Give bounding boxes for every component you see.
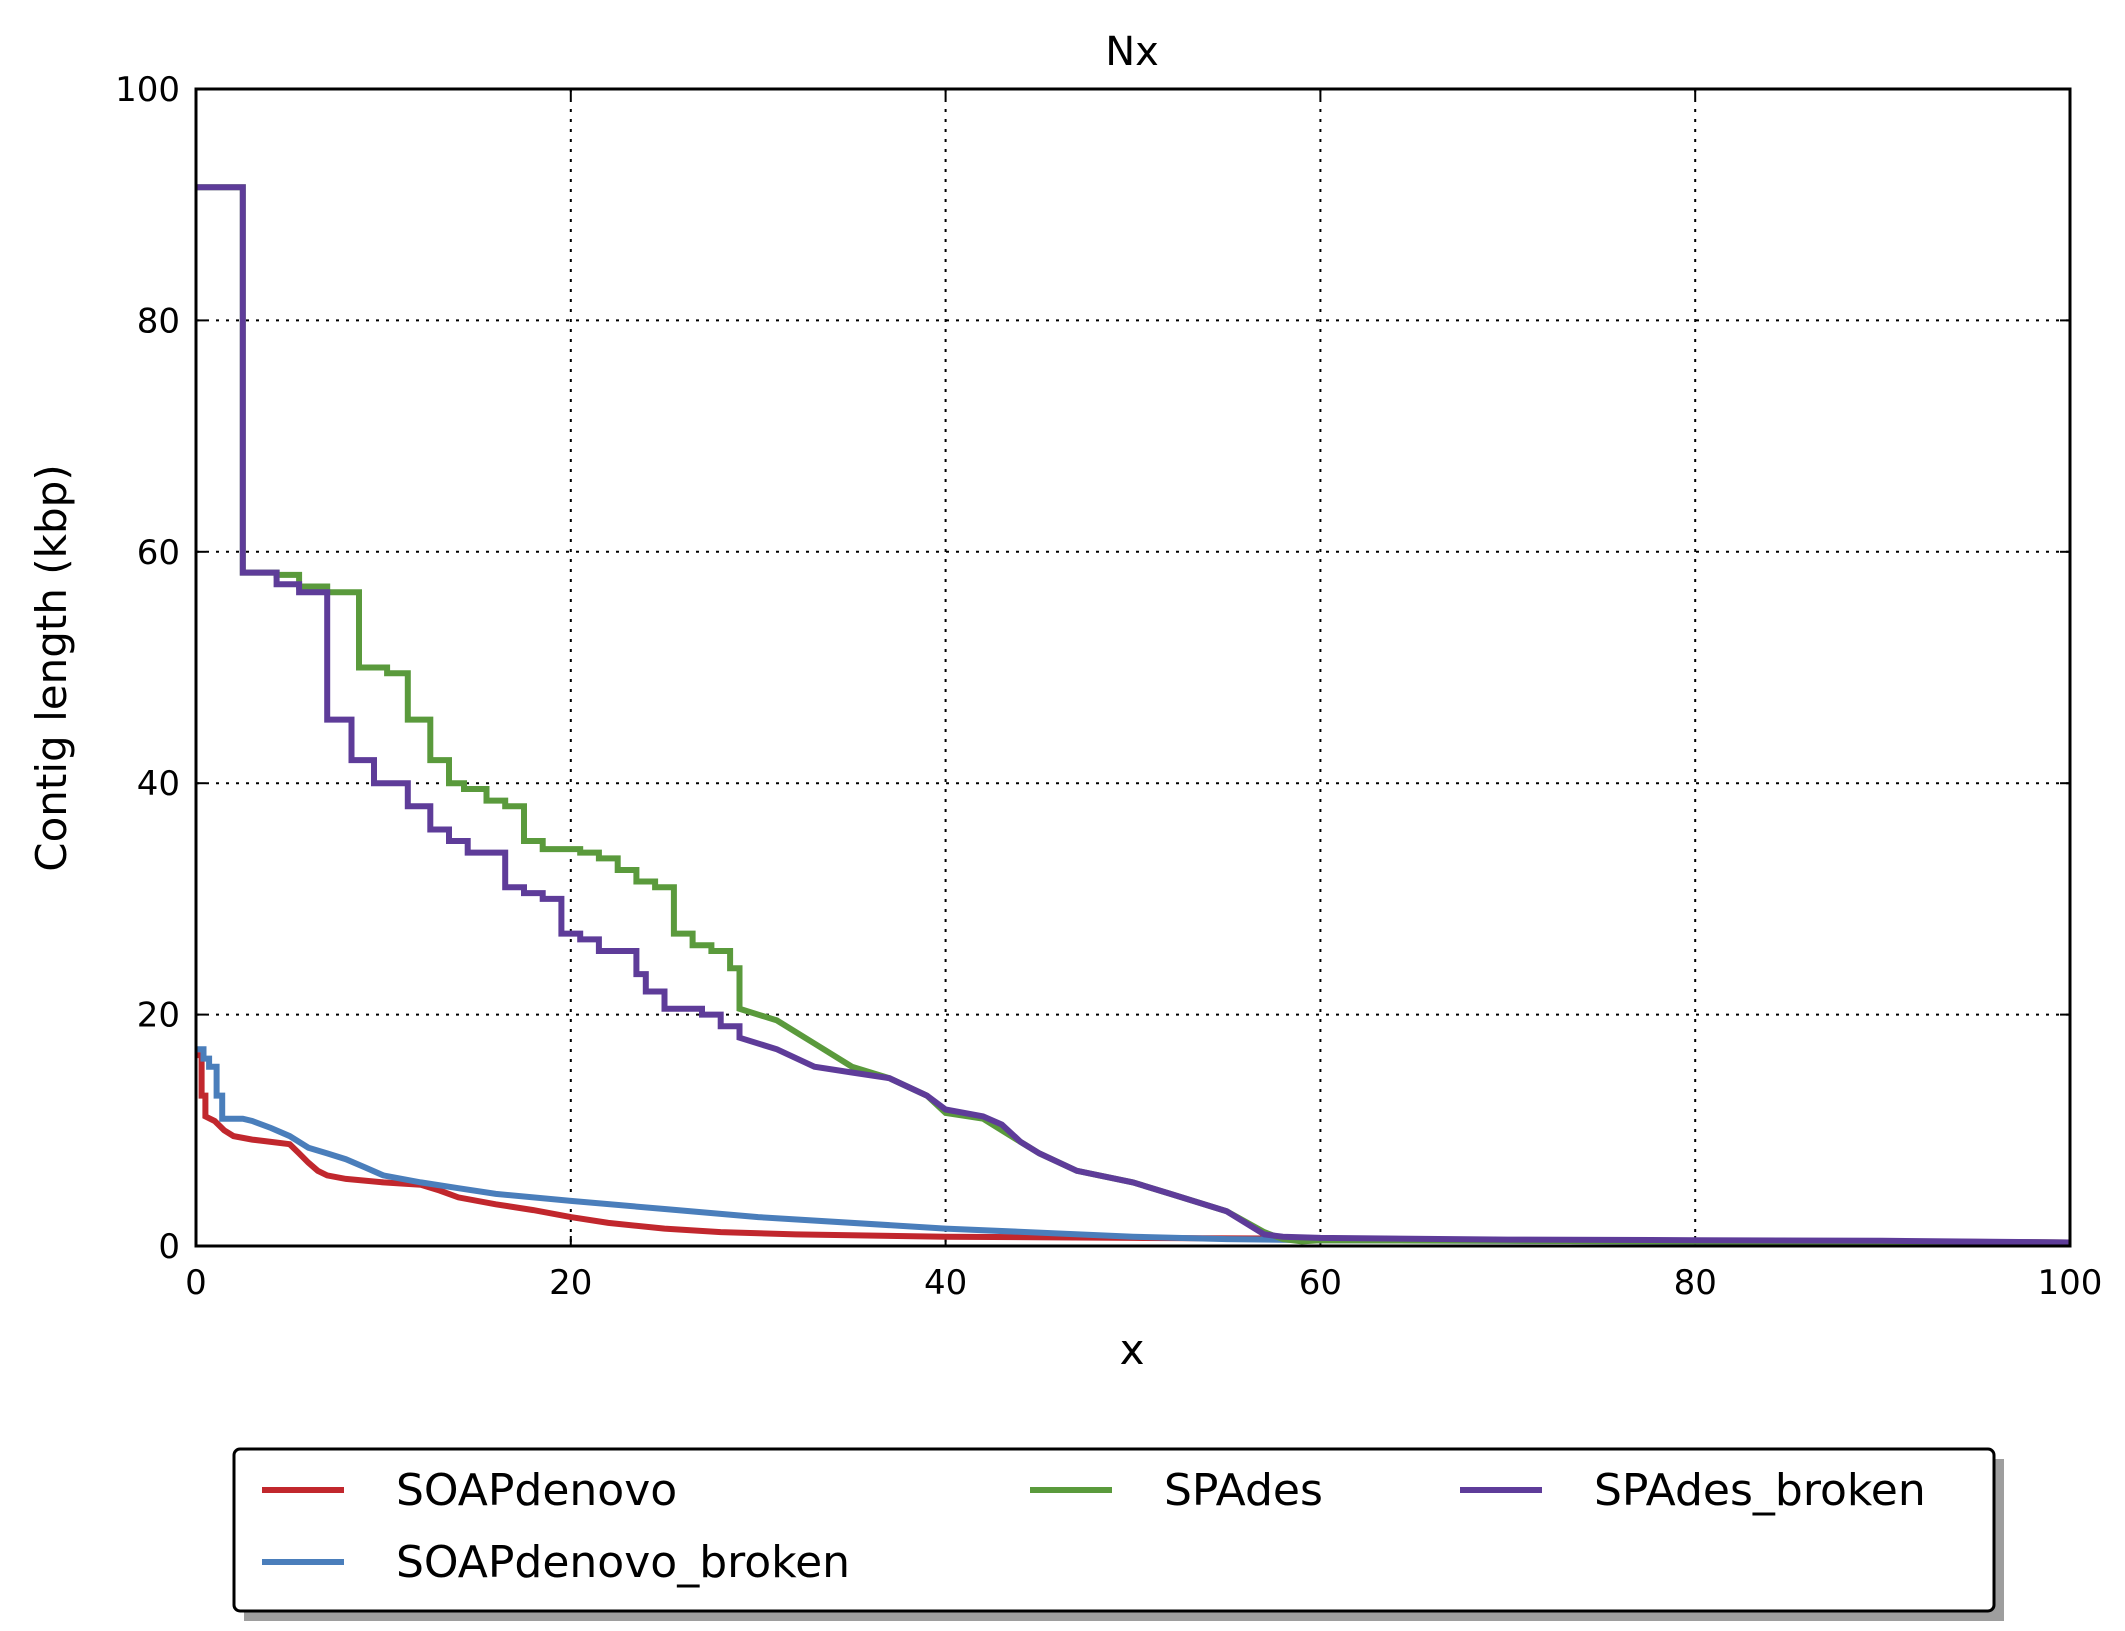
x-tick-label: 40 [924,1263,967,1303]
x-tick-label: 100 [2038,1263,2103,1303]
series-line-spades-broken [196,184,2071,1246]
y-axis-label: Contig length (kbp) [27,464,76,871]
legend-label-soapdenovo: SOAPdenovo [396,1465,677,1516]
series-line-soapdenovo-broken [196,1046,2071,1246]
chart-title: Nx [1105,29,1159,75]
x-tick-label: 80 [1674,1263,1717,1303]
y-tick-label: 100 [115,70,180,110]
y-tick-label: 40 [137,764,180,804]
x-tick-label: 0 [185,1263,207,1303]
legend-label-soapdenovo-broken: SOAPdenovo_broken [396,1537,850,1588]
y-tick-label: 0 [158,1227,180,1267]
x-axis-label: x [1120,1325,1145,1374]
x-tick-label: 60 [1299,1263,1342,1303]
y-tick-label: 20 [137,996,180,1036]
plot-frame [194,87,2072,1248]
x-tick-label: 20 [549,1263,592,1303]
legend-box [232,1447,1996,1613]
grid-lines [196,89,2070,1246]
legend-label-spades-broken: SPAdes_broken [1594,1465,1926,1516]
legend: SOAPdenovo SOAPdenovo_broken SPAdes SPAdes_… [232,1447,2004,1621]
legend-label-spades: SPAdes [1164,1465,1323,1516]
legend-items: SOAPdenovo SOAPdenovo_broken SPAdes SPAdes_… [262,1465,1926,1588]
series-layer [196,184,2071,1246]
y-tick-label: 80 [137,301,180,341]
y-tick-label: 60 [137,533,180,573]
